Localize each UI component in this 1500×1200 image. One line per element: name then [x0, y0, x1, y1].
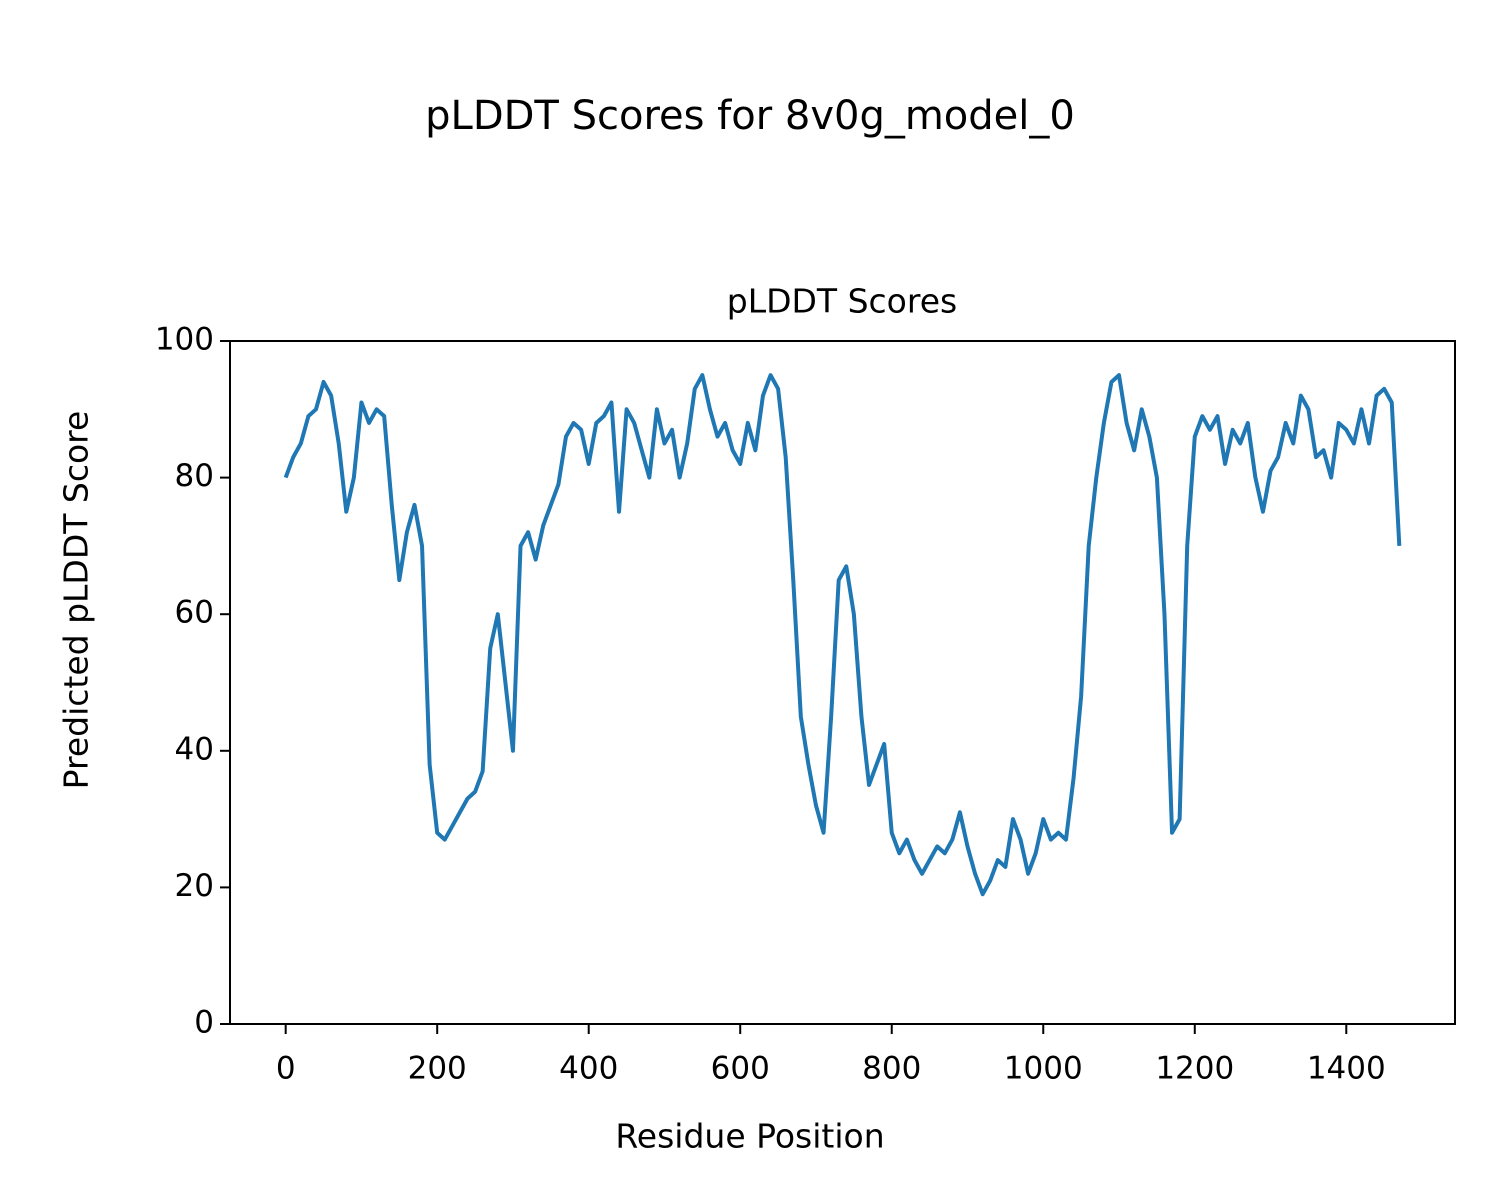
y-tick-label: 60 [175, 595, 214, 631]
y-tick-label: 100 [155, 322, 214, 358]
y-tick-label: 80 [175, 458, 214, 494]
plot-frame [229, 340, 1456, 1025]
y-tick-label: 0 [194, 1005, 214, 1041]
x-tick-label: 400 [559, 1051, 618, 1087]
y-tick-label: 20 [175, 868, 214, 904]
x-tick-label: 200 [408, 1051, 467, 1087]
x-tick-label: 0 [276, 1051, 296, 1087]
data-line [283, 373, 1402, 897]
axes-title: pLDDT Scores [727, 282, 957, 321]
y-tick-label: 40 [175, 731, 214, 767]
y-axis-label: Predicted pLDDT Score [57, 411, 96, 790]
x-tick-label: 800 [862, 1051, 921, 1087]
x-tick-label: 600 [711, 1051, 770, 1087]
x-tick-label: 1400 [1307, 1051, 1386, 1087]
x-tick-label: 1000 [1004, 1051, 1083, 1087]
chart-title: pLDDT Scores for 8v0g_model_0 [425, 93, 1075, 139]
x-axis-label: Residue Position [615, 1117, 884, 1156]
x-tick-label: 1200 [1155, 1051, 1234, 1087]
